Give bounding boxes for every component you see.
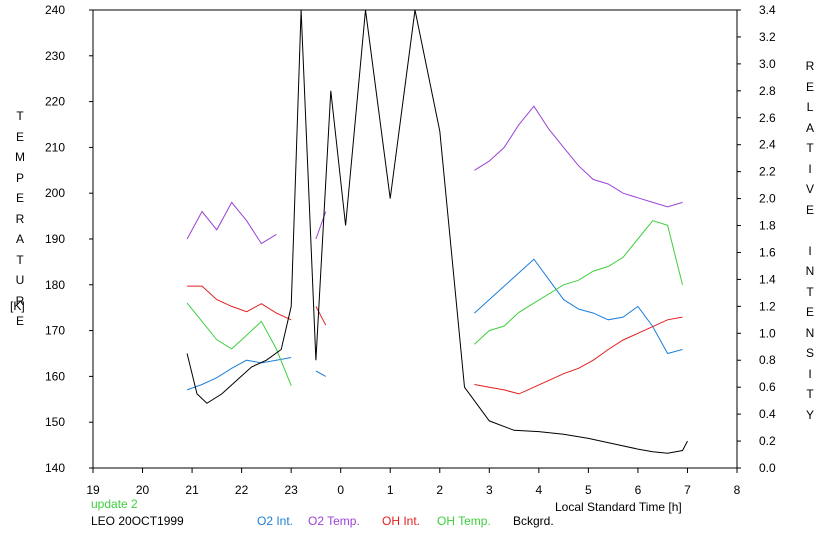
left-tick-label: 140: [45, 461, 65, 475]
series-line-o2-temp: [186, 201, 277, 245]
right-tick-label: 1.8: [759, 219, 776, 233]
series-line-o2-int: [474, 258, 683, 355]
right-tick-label: 2.8: [759, 84, 776, 98]
right-tick-label: 3.0: [759, 57, 776, 71]
series-line-o2-int: [315, 370, 327, 377]
series-line-oh-int: [187, 285, 292, 321]
x-tick-label: 21: [185, 483, 199, 497]
series-line-oh-int: [315, 306, 327, 326]
x-tick-label: 4: [536, 483, 543, 497]
right-tick-label: 0.0: [759, 461, 776, 475]
legend-bckgrd: Bckgrd.: [513, 514, 554, 528]
x-tick-label: 22: [235, 483, 249, 497]
station-label: LEO 20OCT1999: [91, 514, 184, 528]
x-tick-label: 19: [86, 483, 100, 497]
right-tick-label: 3.2: [759, 30, 776, 44]
right-tick-label: 1.0: [759, 326, 776, 340]
legend-o2-temp: O2 Temp.: [308, 514, 360, 528]
series-line-oh-temp: [186, 302, 292, 386]
right-tick-label: 0.6: [759, 380, 776, 394]
series-line-bckgrd: [186, 9, 688, 454]
legend-o2-int: O2 Int.: [257, 514, 294, 528]
series-line-oh-int: [474, 316, 683, 395]
legend-oh-int: OH Int.: [382, 514, 421, 528]
left-tick-label: 190: [45, 232, 65, 246]
x-tick-label: 7: [684, 483, 691, 497]
right-axis: 3.4 3.2 3.0 2.8 2.6 2.4 2.2 2.0 1.8 1.6 1.4 1.2 1.0 0…: [737, 3, 776, 475]
left-axis-unit: [K]: [10, 299, 25, 313]
right-tick-label: 3.4: [759, 3, 776, 17]
right-tick-label: 2.0: [759, 192, 776, 206]
x-tick-label: 3: [486, 483, 493, 497]
series-line-o2-int: [186, 357, 292, 391]
left-tick-label: 220: [45, 95, 65, 109]
series-line-o2-temp: [474, 105, 683, 208]
left-tick-label: 210: [45, 140, 65, 154]
right-tick-label: 0.2: [759, 434, 776, 448]
update-label: update 2: [91, 497, 138, 511]
right-tick-label: 1.4: [759, 272, 776, 286]
series-layer: [186, 9, 688, 454]
x-tick-label: 1: [387, 483, 394, 497]
x-axis: 19 20 21 22 23 0 1 2 3 4 5 6 7 8: [86, 468, 741, 497]
right-tick-label: 2.2: [759, 165, 776, 179]
x-tick-label: 2: [436, 483, 443, 497]
x-tick-label: 8: [734, 483, 741, 497]
plot-frame: [92, 9, 738, 469]
left-tick-label: 230: [45, 49, 65, 63]
legend-oh-temp: OH Temp.: [437, 514, 491, 528]
x-tick-label: 23: [284, 483, 298, 497]
right-tick-label: 0.8: [759, 353, 776, 367]
left-axis-label: T E M P E R A T U R E: [15, 109, 25, 328]
left-axis: 240 230 220 210 200 190 180 170 160 150 140: [45, 3, 93, 475]
right-tick-label: 1.6: [759, 245, 776, 259]
right-tick-label: 0.4: [759, 407, 776, 421]
right-tick-label: 2.4: [759, 138, 776, 152]
left-tick-label: 160: [45, 369, 65, 383]
x-tick-label: 20: [136, 483, 150, 497]
left-tick-label: 180: [45, 278, 65, 292]
right-tick-label: 2.6: [759, 111, 776, 125]
series-line-oh-temp: [474, 220, 683, 345]
left-tick-label: 200: [45, 186, 65, 200]
left-tick-label: 170: [45, 324, 65, 338]
left-tick-label: 240: [45, 3, 65, 17]
left-tick-label: 150: [45, 415, 65, 429]
right-tick-label: 1.2: [759, 299, 776, 313]
x-tick-label: 0: [337, 483, 344, 497]
x-tick-label: 5: [585, 483, 592, 497]
x-axis-title: Local Standard Time [h]: [555, 500, 682, 514]
right-axis-label: R E L A T I V E I N T E N S I T Y: [805, 59, 815, 422]
x-tick-label: 6: [635, 483, 642, 497]
